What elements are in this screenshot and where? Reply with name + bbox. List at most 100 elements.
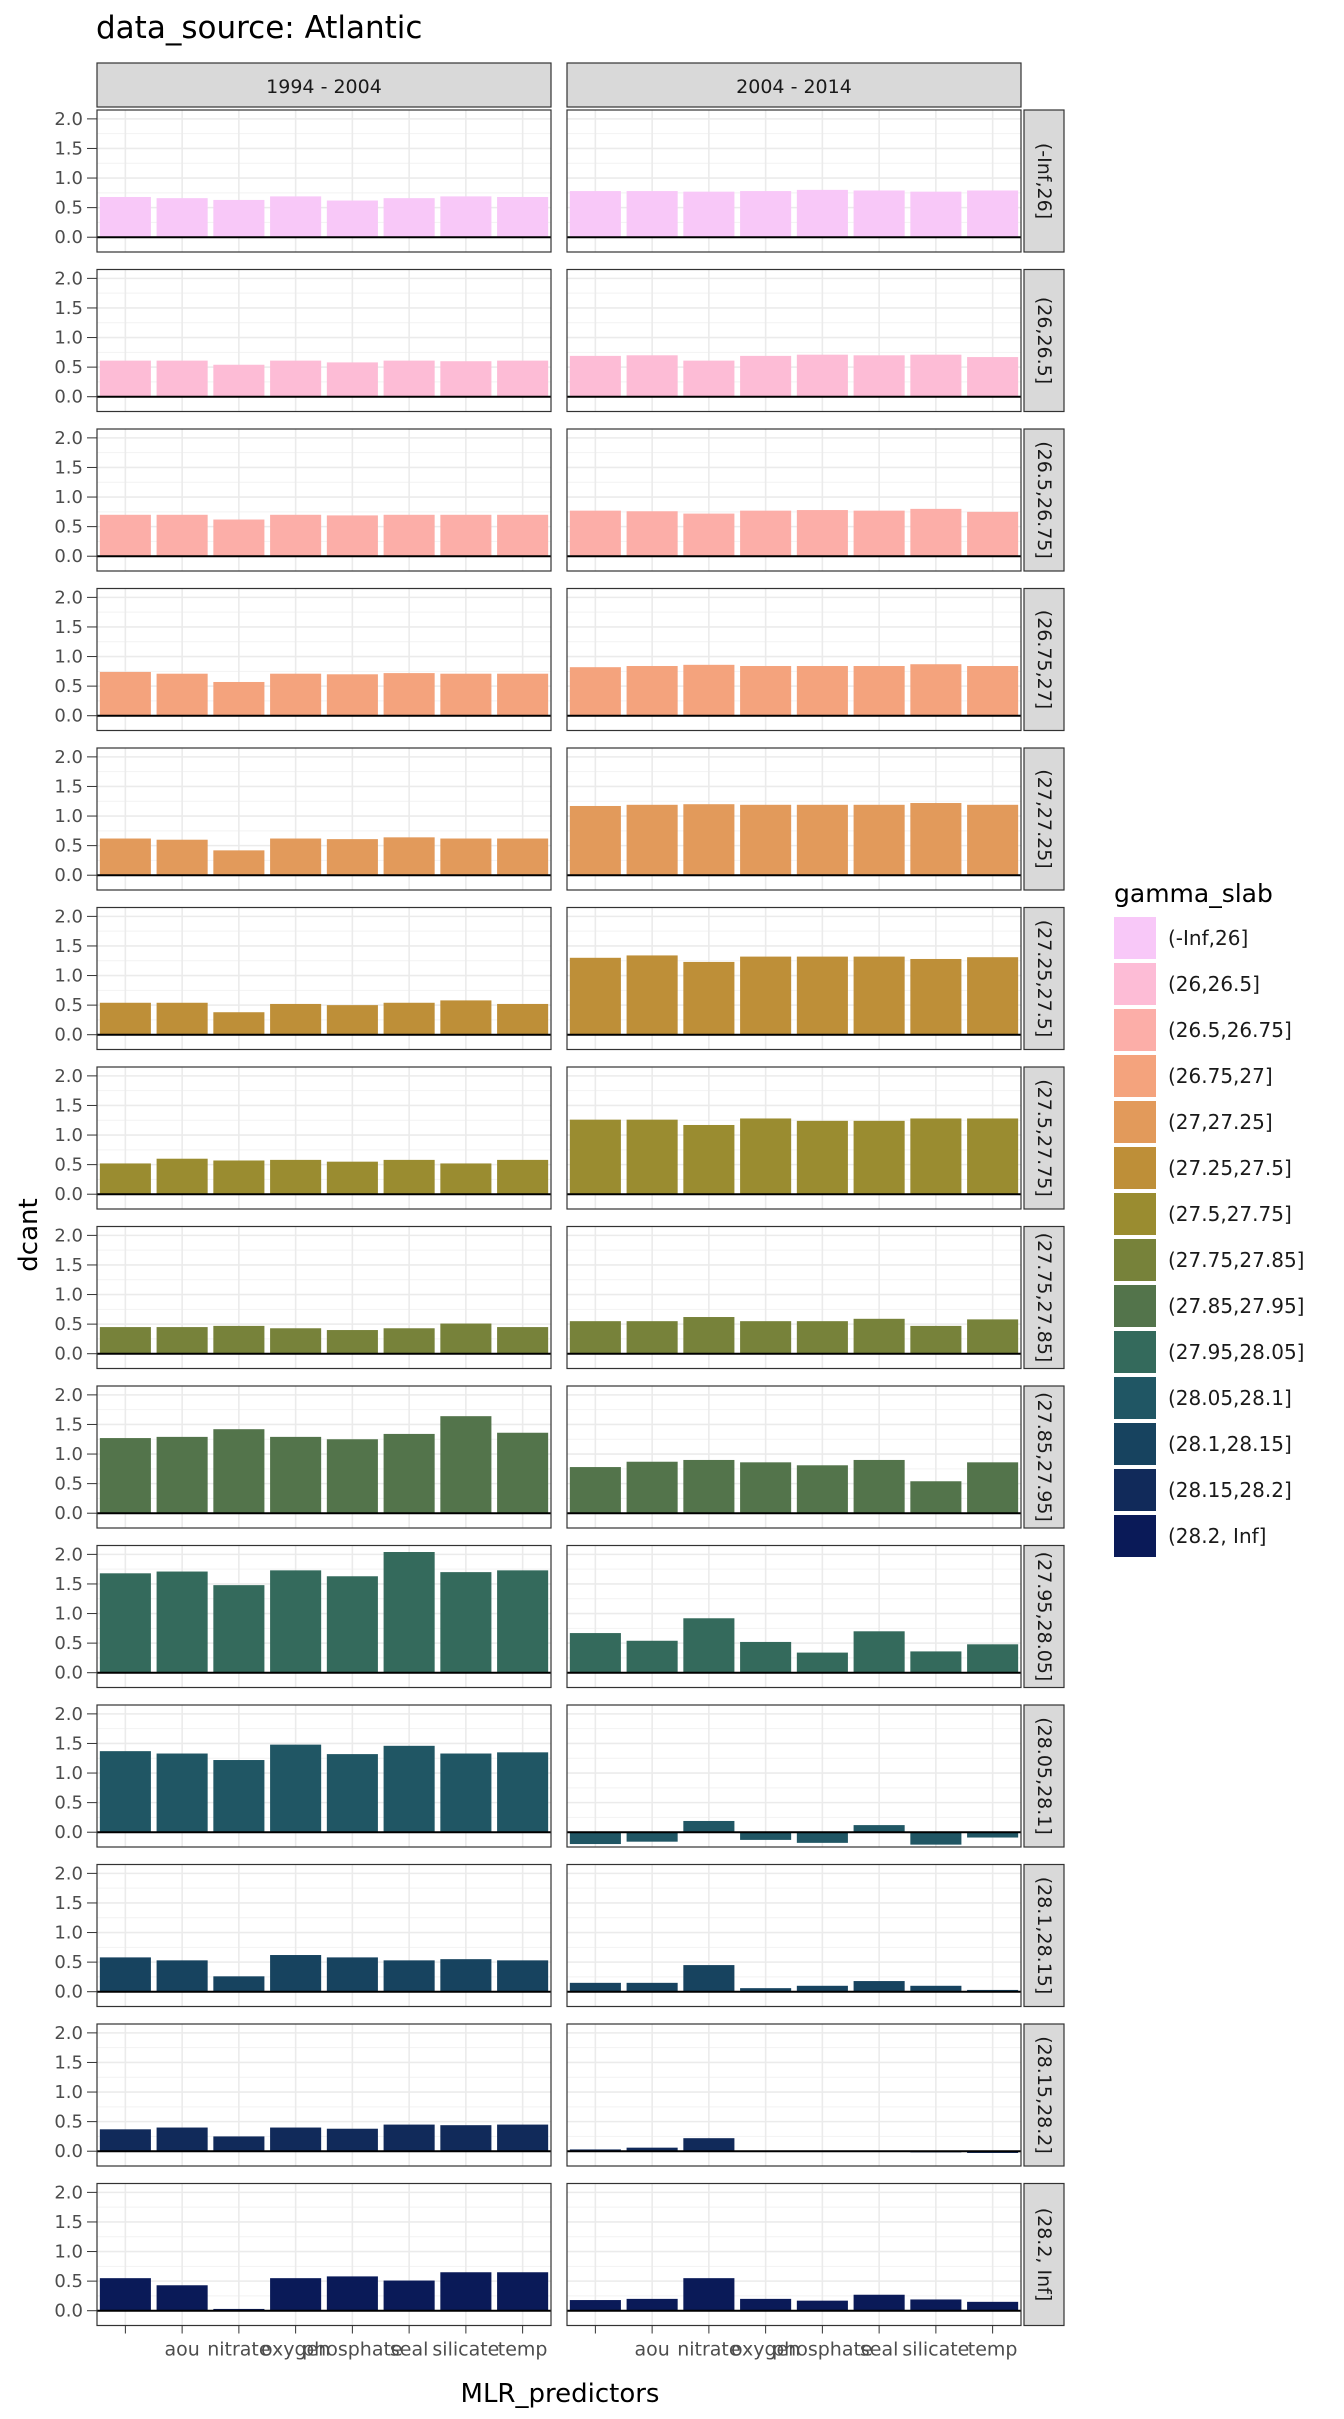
bar <box>213 2136 265 2152</box>
y-tick-label: 0.0 <box>54 1344 83 1365</box>
x-tick-label: phosphate <box>772 2339 873 2361</box>
y-tick-label: 0.5 <box>54 1155 83 1176</box>
bar <box>270 838 322 876</box>
bar <box>213 1585 265 1673</box>
bar <box>270 673 322 716</box>
bar <box>270 196 322 238</box>
bar <box>626 2298 678 2311</box>
bar <box>740 1832 792 1840</box>
bar <box>99 2278 151 2311</box>
y-tick-label: 1.5 <box>54 2212 83 2233</box>
legend-label: (27.5,27.75] <box>1168 1202 1292 1226</box>
y-tick-label: 2.0 <box>54 1704 83 1725</box>
bar <box>796 2300 848 2311</box>
bar <box>626 804 678 876</box>
bar <box>440 1163 492 1195</box>
bar <box>967 804 1019 876</box>
legend-label: (-Inf,26] <box>1168 926 1248 950</box>
panel-border <box>566 747 1022 891</box>
y-tick-label: 0.5 <box>54 2112 83 2133</box>
bar <box>740 1321 792 1354</box>
bar <box>326 515 378 557</box>
legend-label: (28.05,28.1] <box>1168 1386 1292 1410</box>
bar <box>440 1753 492 1833</box>
row-strip-label: (27.95,28.05] <box>1033 1552 1055 1682</box>
x-axis-title: MLR_predictors <box>461 2379 660 2409</box>
y-tick-label: 1.0 <box>54 2242 83 2263</box>
bar <box>326 1439 378 1514</box>
y-axis-title: dcant <box>14 1198 44 1271</box>
y-tick-label: 1.0 <box>54 647 83 668</box>
y-tick-label: 0.0 <box>54 2141 83 2162</box>
bar <box>740 1988 792 1992</box>
bar <box>569 510 621 557</box>
panel-border <box>566 906 1022 1051</box>
bar <box>326 1957 378 1992</box>
y-tick-label: 0.0 <box>54 706 83 727</box>
bar <box>326 1754 378 1833</box>
bar <box>967 1462 1019 1514</box>
bar <box>967 511 1019 557</box>
bar <box>440 673 492 716</box>
bar <box>740 510 792 557</box>
bar <box>440 361 492 397</box>
y-tick-label: 0.0 <box>54 546 83 567</box>
bar <box>383 673 435 716</box>
bar <box>270 2127 322 2152</box>
bar <box>910 1985 962 1992</box>
row-strip-label: (28.15,28.2] <box>1033 2036 1055 2154</box>
x-tick-label: silicate <box>902 2339 969 2361</box>
bar <box>569 667 621 716</box>
panel-border <box>566 1066 1022 1210</box>
legend-key <box>1114 1469 1156 1511</box>
bar <box>440 1572 492 1673</box>
bar <box>383 1002 435 1035</box>
y-tick-label: 1.5 <box>54 138 83 159</box>
panel-border <box>96 1704 552 1848</box>
bar <box>683 961 735 1035</box>
y-tick-label: 2.0 <box>54 906 83 927</box>
bar <box>383 2280 435 2311</box>
x-tick-label: phosphate <box>302 2339 403 2361</box>
bar <box>683 1618 735 1673</box>
bar <box>569 1467 621 1514</box>
bar <box>910 1118 962 1195</box>
y-tick-label: 1.0 <box>54 1285 83 1306</box>
bar <box>326 1576 378 1673</box>
bar <box>683 1965 735 1992</box>
bar <box>626 355 678 397</box>
row-strip-label: (-Inf,26] <box>1033 143 1055 219</box>
bar <box>440 1959 492 1992</box>
bar <box>853 1459 905 1514</box>
bar <box>440 196 492 238</box>
bar <box>967 666 1019 716</box>
bar <box>270 1570 322 1673</box>
x-tick-label: nitrate <box>207 2339 270 2361</box>
panel-background <box>567 1705 1021 1847</box>
bar <box>383 1960 435 1992</box>
row-strip <box>1023 109 1065 253</box>
bar <box>569 1633 621 1673</box>
bar <box>440 838 492 876</box>
y-tick-label: 0.5 <box>54 1474 83 1495</box>
bar <box>213 1976 265 1992</box>
bar <box>740 666 792 716</box>
legend-key <box>1114 963 1156 1005</box>
legend-key <box>1114 1101 1156 1143</box>
bar <box>156 1327 208 1354</box>
legend-label: (27.95,28.05] <box>1168 1340 1304 1364</box>
panel-border <box>96 428 552 572</box>
bar <box>853 1825 905 1833</box>
row-strip <box>1023 268 1065 413</box>
bar <box>569 2300 621 2311</box>
bar <box>497 1003 549 1035</box>
bar <box>796 354 848 397</box>
panel-background <box>567 2024 1021 2166</box>
bar <box>910 1481 962 1514</box>
bar <box>383 1328 435 1354</box>
bar <box>156 1002 208 1035</box>
bar <box>213 1325 265 1354</box>
bar <box>99 1438 151 1514</box>
bar <box>683 360 735 397</box>
